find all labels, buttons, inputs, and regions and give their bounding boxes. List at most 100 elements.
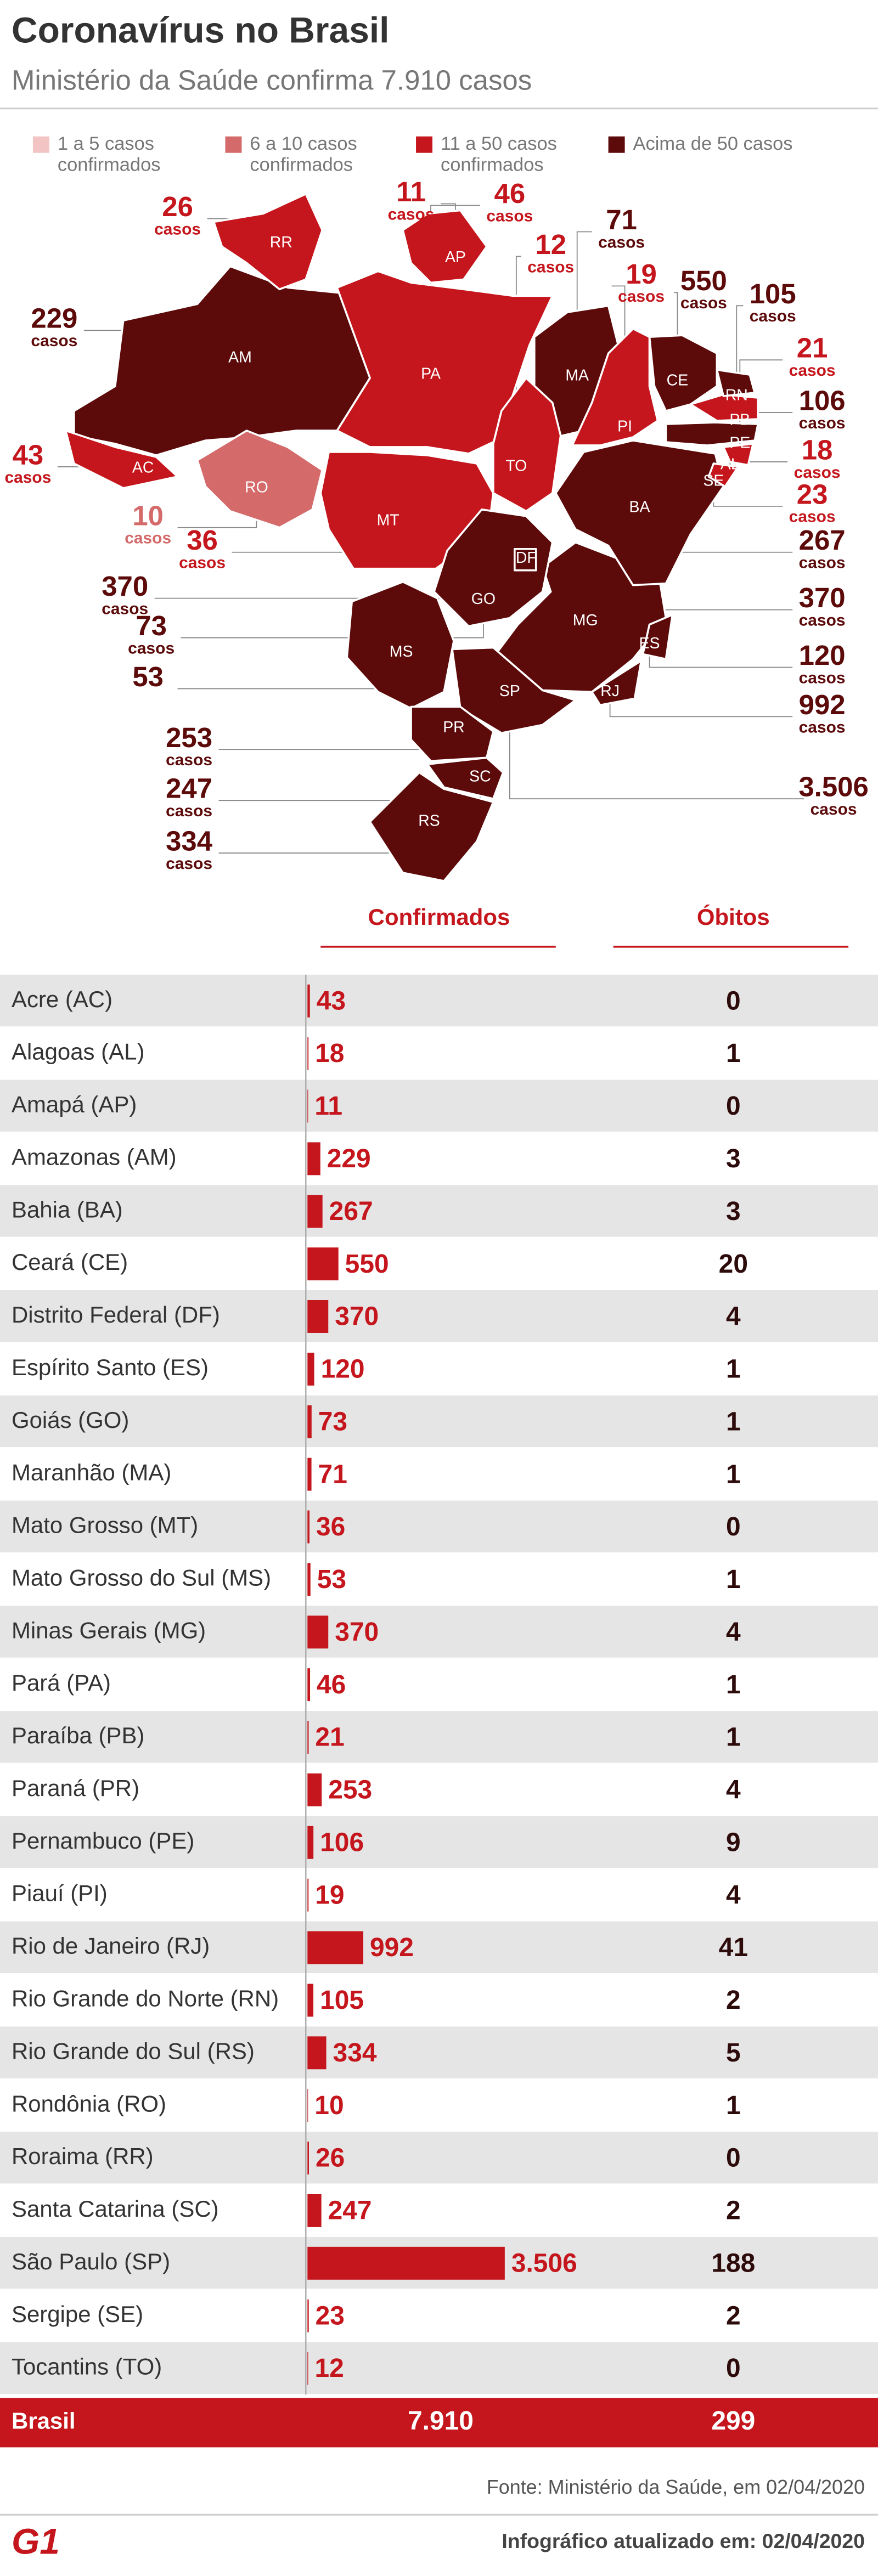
bar [307,1931,364,1964]
bar [307,1352,314,1386]
state-abbr: AL [721,455,740,473]
map-value: 71 [606,204,637,235]
bar [307,1773,322,1806]
map-unit: casos [4,468,51,487]
row-bg [0,1185,878,1238]
legend-swatch [32,136,49,153]
state-abbr: TO [505,457,527,474]
total-confirmed: 7.910 [408,2406,474,2436]
state-shape [196,430,324,529]
row-bg [0,2289,878,2342]
map-value: 19 [626,258,657,290]
map-value: 334 [166,826,213,857]
state-shape [722,443,755,466]
bar [307,2142,309,2175]
deaths-value: 1 [726,1407,741,1436]
deaths-value: 41 [719,1933,748,1962]
column-header: Óbitos [697,903,770,930]
state-name: Espírito Santo (ES) [12,1354,209,1380]
map-unit: casos [794,464,841,482]
deaths-value: 2 [726,2301,741,2330]
map-value: 11 [396,176,426,207]
deaths-value: 3 [726,1197,741,1226]
leader-line [649,644,793,668]
deaths-value: 4 [726,1776,741,1805]
row-bg [0,1974,878,2027]
map-value: 267 [799,524,846,556]
total-row-bg [0,2398,878,2448]
state-shape [346,580,455,710]
deaths-value: 2 [726,1986,741,2015]
map-unit: casos [31,332,77,350]
state-shape [492,377,562,512]
map-value: 26 [162,191,193,222]
map-unit: casos [388,205,435,223]
bar [307,984,310,1018]
map-value: 550 [680,265,727,296]
state-name: Roraima (RR) [12,2143,154,2169]
deaths-value: 0 [726,1512,741,1541]
state-abbr: PR [443,719,465,736]
state-abbr: ES [639,635,660,652]
deaths-value: 0 [726,1092,741,1121]
source: Fonte: Ministério da Saúde, em 02/04/202… [487,2476,865,2498]
state-abbr: PE [729,434,750,451]
state-abbr: MG [573,612,598,629]
legend-label: 1 a 5 casos [58,133,154,154]
row-bg [0,2079,878,2132]
state-abbr: RR [270,234,292,251]
bar-label: 71 [318,1460,347,1489]
map-unit: casos [128,639,175,657]
deaths-value: 2 [726,2196,741,2225]
bar-label: 12 [315,2354,344,2383]
bar [307,2194,322,2227]
bar-label: 3.506 [511,2249,577,2278]
map-value: 3.506 [798,771,868,803]
state-abbr: PA [421,365,441,383]
map-value: 21 [797,332,828,364]
map-unit: casos [154,220,201,238]
bar [307,1615,329,1649]
legend-label: confirmados [250,155,353,176]
legend-label: Acima de 50 casos [633,133,793,154]
state-name: Paraíba (PB) [12,1722,144,1748]
row-bg [0,1658,878,1711]
map-value: 53 [132,661,164,692]
row-bg [0,2342,878,2395]
row-bg [0,1290,878,1343]
deaths-value: 0 [726,2144,741,2173]
deaths-value: 1 [726,1670,741,1699]
state-shape [571,327,659,447]
column-header: Confirmados [368,904,510,930]
bar [307,1563,311,1596]
state-name: Minas Gerais (MG) [12,1617,206,1643]
state-abbr: MS [390,643,413,660]
bar [307,1247,339,1281]
row-bg [0,1816,878,1869]
row-bg [0,1448,878,1501]
deaths-value: 3 [726,1144,741,1173]
updated-date: Infográfico atualizado em: 02/04/2020 [502,2529,865,2552]
bar-label: 11 [314,1092,342,1121]
state-shape [641,613,674,660]
deaths-value: 1 [726,1565,741,1594]
bar-label: 229 [327,1144,371,1173]
state-abbr: PB [729,411,750,429]
bar [307,1037,309,1070]
state-shape [665,421,759,447]
row-bg [0,2026,878,2080]
map-unit: casos [486,207,533,225]
state-abbr: GO [471,590,496,608]
bar-label: 334 [333,2038,377,2067]
state-abbr: AC [132,459,154,476]
deaths-value: 4 [726,1880,741,1910]
map-value: 229 [31,303,77,334]
map-unit: casos [811,800,857,818]
state-shape [716,369,756,397]
map-unit: casos [166,855,212,873]
leader-line [736,305,744,397]
legend-swatch [608,136,625,153]
state-name: Bahia (BA) [12,1196,123,1222]
row-bg [0,1500,878,1553]
